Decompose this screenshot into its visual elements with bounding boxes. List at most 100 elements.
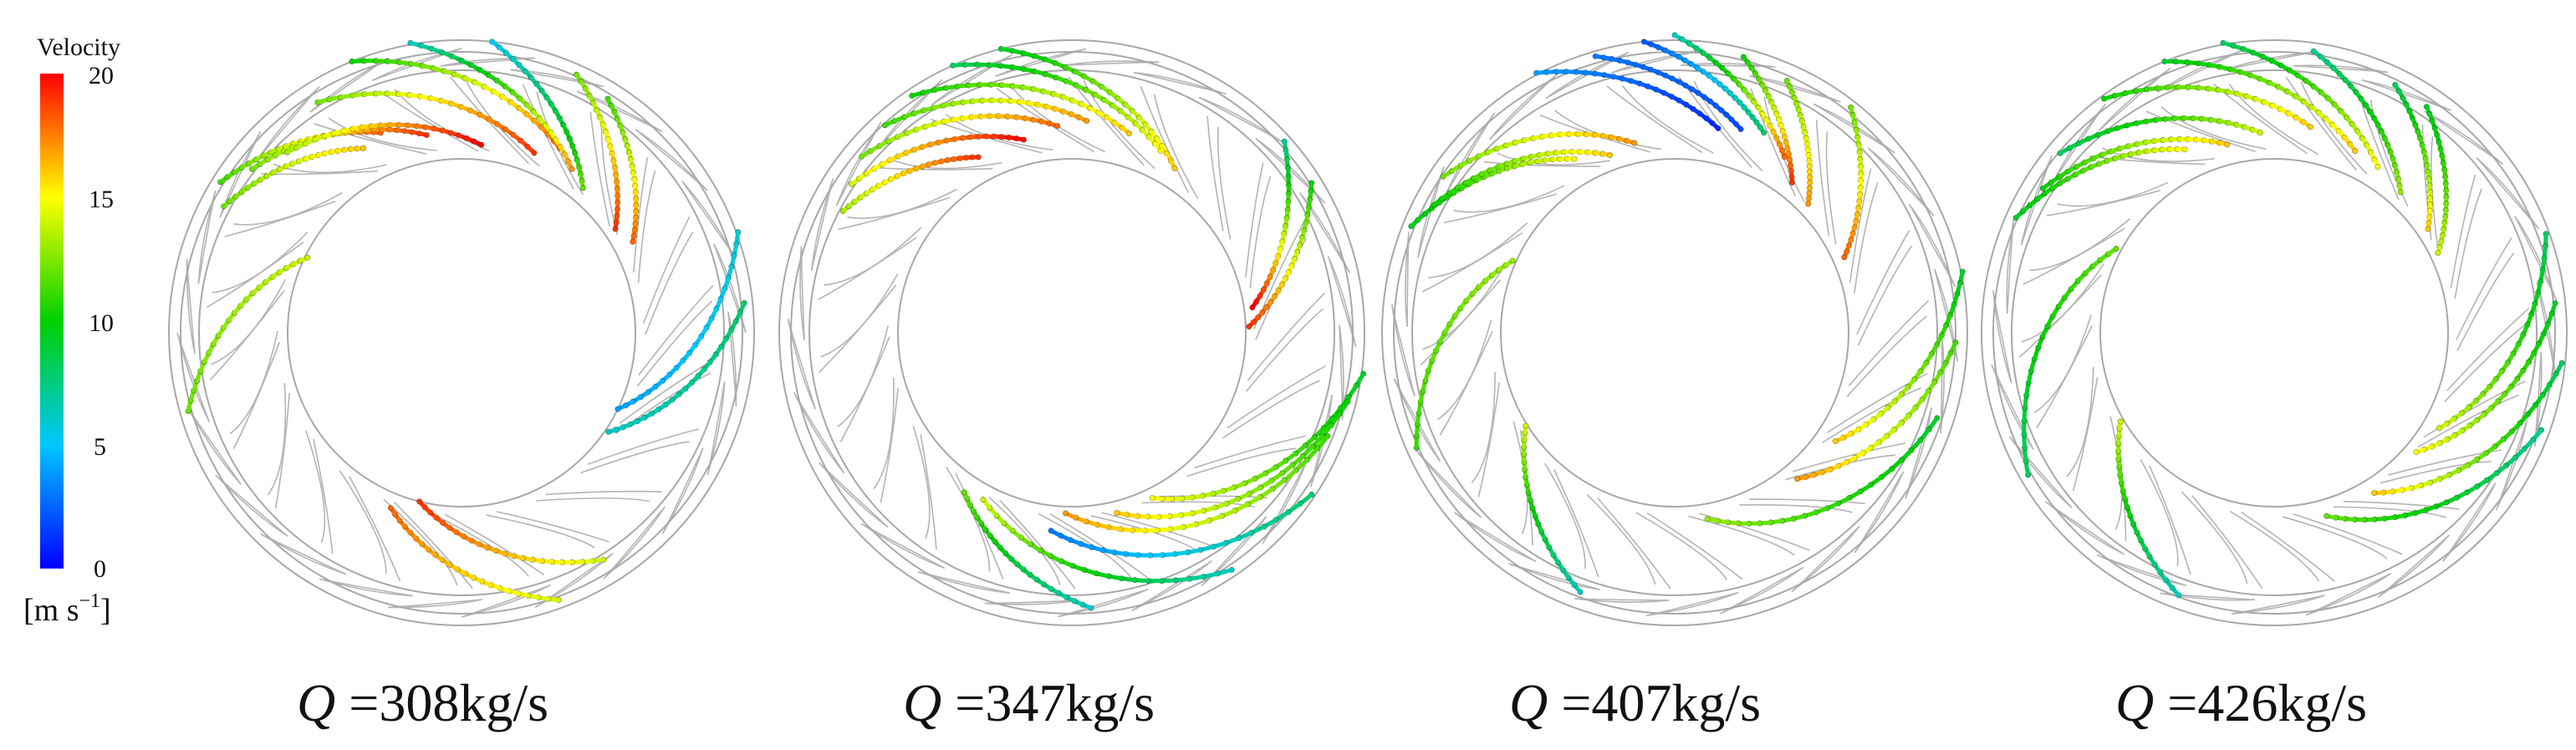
streamline-trace	[1249, 138, 1292, 311]
guide-vane	[1908, 203, 1956, 288]
outer-ring-inner-edge	[790, 51, 1354, 615]
guide-vane	[176, 332, 211, 423]
streamline-trace	[839, 154, 982, 215]
runner-blade	[880, 387, 899, 503]
runner-blade-edge	[339, 470, 387, 574]
runner-blade-edge	[536, 497, 650, 503]
runner-blade	[1826, 373, 1928, 434]
runner-blade-edge	[1635, 512, 1728, 580]
runner-blade-edge	[1621, 85, 1714, 154]
streamline-particle	[1149, 495, 1156, 502]
guide-vane	[319, 578, 413, 597]
runner-blade-edge	[645, 231, 694, 335]
runner-blade-edge	[873, 377, 895, 490]
inner-ring	[897, 158, 1247, 508]
inner-ring	[2099, 158, 2449, 508]
streamline-particle	[1062, 510, 1069, 517]
runner-blade	[1245, 162, 1264, 278]
streamline-trace	[221, 145, 367, 210]
runner-blade-edge	[1422, 268, 1503, 350]
streamline-particle	[975, 154, 982, 161]
guide-vane	[1905, 407, 1932, 499]
guide-vane	[197, 190, 217, 284]
runner-blade	[349, 476, 401, 582]
caption-q-symbol: Q	[2115, 673, 2154, 732]
runner-blade	[1849, 168, 1872, 283]
streamline-particle	[2257, 130, 2263, 136]
guide-vane	[1645, 592, 1739, 617]
guide-vane	[661, 447, 704, 534]
runner-blade-edge	[1245, 308, 1324, 392]
runner-blade	[2191, 495, 2263, 589]
colorbar-tick-5: 5	[94, 433, 106, 461]
runner-blade-edge	[837, 325, 889, 428]
runner-blade-edge	[2456, 253, 2515, 352]
runner-blade-edge	[888, 157, 1002, 170]
streamline-particle	[605, 428, 612, 436]
runner-blade-edge	[824, 227, 922, 286]
guide-vane	[1309, 394, 1334, 487]
runner-blade-edge	[1090, 515, 1199, 553]
streamline-trace	[961, 489, 1094, 611]
runner-blade	[2241, 511, 2335, 582]
runner-blade	[1606, 85, 1703, 154]
streamline-particle	[531, 150, 538, 156]
streamline-particle	[1125, 130, 1133, 137]
streamline-trace	[1413, 258, 1516, 452]
guide-vane	[1131, 559, 1213, 612]
guide-vane	[1813, 103, 1895, 154]
streamline-trace	[605, 299, 747, 436]
runner-blade-edge	[267, 383, 287, 496]
guide-vane	[2160, 592, 2256, 601]
colorbar-tick-10: 10	[89, 309, 114, 337]
streamline-trace	[416, 498, 607, 566]
streamline-trace	[407, 39, 575, 172]
runner-blade-edge	[820, 273, 899, 358]
guide-vane	[984, 599, 1080, 605]
runner-blade-edge	[229, 330, 278, 435]
colorbar-tick-0: 0	[94, 555, 106, 583]
runner-blade-edge	[1825, 131, 1837, 245]
runner-blade	[1227, 365, 1326, 429]
runner-blade-edge	[600, 122, 618, 235]
streamline-particle	[1631, 140, 1638, 146]
guide-vane	[603, 506, 666, 579]
guide-vane	[787, 318, 817, 410]
runner-blade	[1597, 497, 1671, 589]
streamline-trace	[950, 61, 1164, 155]
streamline-particle	[423, 132, 430, 139]
caption-value: =347kg/s	[941, 673, 1155, 732]
caption-value: =407kg/s	[1548, 673, 1761, 732]
streamline-particle	[630, 238, 636, 245]
streamline-particle	[579, 185, 586, 191]
streamline-particle	[2181, 146, 2188, 153]
runner-blade	[545, 490, 662, 496]
streamline-trace	[1841, 104, 1864, 261]
panel-q426	[1981, 39, 2568, 626]
streamline-trace	[488, 38, 586, 191]
runner-blade-edge	[1822, 387, 1921, 444]
runner-blade-edge	[212, 231, 309, 293]
streamline-particle	[2413, 449, 2420, 456]
colorbar-unit-exponent: −1	[79, 590, 101, 612]
caption-q426: Q =426kg/s	[2115, 673, 2367, 732]
guide-vane	[1454, 512, 1537, 563]
runner-blade-edge	[1249, 176, 1272, 288]
streamline-trace	[1521, 422, 1584, 595]
runner-blade-edge	[233, 191, 343, 226]
runner-blade-edge	[1846, 315, 1927, 397]
runner-blade	[819, 284, 897, 373]
runner-blade	[1206, 115, 1224, 232]
guide-vane	[1854, 471, 1905, 554]
guide-vane	[1749, 75, 1841, 103]
runner-blade	[818, 237, 917, 301]
runner-blade	[1484, 161, 1601, 167]
colorbar-tick-labels: 20 15 10 5 0	[89, 62, 114, 583]
guide-vane	[793, 392, 845, 474]
guide-vane	[1405, 232, 1410, 328]
streamline-trace	[387, 504, 562, 604]
middle-ring	[2011, 69, 2538, 596]
caption-q-symbol: Q	[297, 673, 335, 732]
streamline-trace	[1640, 38, 1767, 136]
runner-blade	[2036, 325, 2093, 429]
